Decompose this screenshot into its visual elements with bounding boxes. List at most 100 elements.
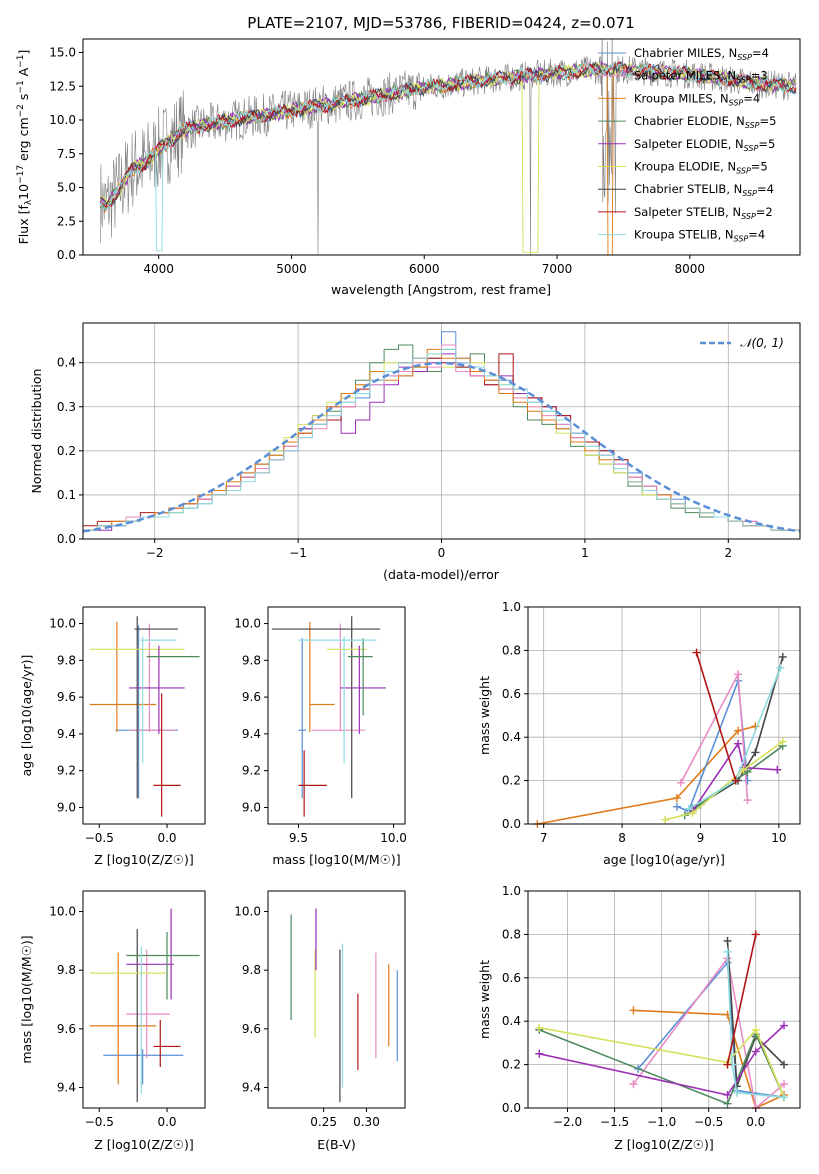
mass-weight-vs-Z-marker xyxy=(723,1090,732,1099)
residual-legend: 𝒩(0, 1) xyxy=(700,336,784,350)
spectrum-xtick-label: 7000 xyxy=(542,262,573,276)
mass-weight-vs-Z-series-3 xyxy=(726,940,785,1087)
mass-weight-vs-Z-marker xyxy=(751,930,760,939)
mass-weight-vs-age-marker xyxy=(672,802,681,811)
mass-weight-vs-age-axes-frame xyxy=(527,606,801,825)
mass-weight-vs-Z-series-4 xyxy=(539,1029,785,1105)
mass-weight-vs-Z-ytick-label: 0.0 xyxy=(502,1101,521,1115)
age-vs-mass-point-7 xyxy=(298,636,377,764)
mass-weight-vs-age-ytick-label: 0.6 xyxy=(502,687,521,701)
mass-vs-Z-point-1 xyxy=(89,952,157,1085)
residual-histogram-7 xyxy=(82,348,800,539)
mass-weight-vs-Z-xtick-label: 0.0 xyxy=(746,1115,765,1129)
residual-xtick-label: 0 xyxy=(438,546,446,560)
mass-vs-Z-point-2 xyxy=(126,949,170,1059)
age-vs-mass-panel: 9.5 10.0 9.0 9.2 9.4 9.6 9.8 10.0 mass [log10(M/… xyxy=(234,606,407,867)
mass-vs-Z-point-6 xyxy=(126,932,200,1000)
mass-weight-vs-Z-marker xyxy=(780,1080,788,1089)
mass-vs-Z-xlabel: Z [log10(Z/Z☉)] xyxy=(94,1137,194,1152)
model-line-8 xyxy=(99,60,797,252)
age-vs-mass-point-8 xyxy=(298,750,327,817)
mass-weight-vs-Z-marker xyxy=(780,1060,788,1069)
age-vs-mass-ytick-label: 9.8 xyxy=(242,653,261,667)
mass-weight-vs-age-ytick-label: 0.2 xyxy=(502,774,521,788)
mass-weight-vs-Z-series-7 xyxy=(726,951,785,1098)
mass-weight-vs-Z-series-5 xyxy=(539,1024,785,1096)
legend-label-0: Chabrier MILES, NSSP=4 xyxy=(634,46,769,62)
mass-vs-Z-ytick-label: 9.6 xyxy=(57,1022,76,1036)
normal-legend-label: 𝒩(0, 1) xyxy=(740,336,784,350)
legend-label-6: Chabrier STELIB, NSSP=4 xyxy=(634,182,774,198)
age-vs-mass-point-2 xyxy=(311,623,366,731)
mass-weight-vs-Z-ytick-label: 0.6 xyxy=(502,971,521,985)
mass-weight-vs-Z-series-8 xyxy=(726,934,757,1065)
mass-vs-EBV-xtick-label: 0.30 xyxy=(353,1115,380,1129)
mass-weight-vs-Z-xtick-label: −2.0 xyxy=(553,1115,582,1129)
mass-weight-vs-Z-ytick-label: 0.8 xyxy=(502,927,521,941)
age-vs-mass-ytick-label: 10.0 xyxy=(234,617,261,631)
mass-weight-vs-age-ytick-label: 0.8 xyxy=(502,643,521,657)
mass-weight-vs-Z-ytick-label: 1.0 xyxy=(502,884,521,898)
age-vs-Z-point-2 xyxy=(89,621,157,733)
legend-label-5: Kroupa ELODIE, NSSP=5 xyxy=(634,160,768,176)
mass-weight-vs-age-marker xyxy=(739,765,748,774)
spectrum-xtick-label: 5000 xyxy=(276,262,307,276)
mass-weight-vs-age-marker xyxy=(684,804,693,813)
mass-weight-vs-Z-panel: −2.0 −1.5 −1.0 −0.5 0.0 0.0 0.2 0.4 0.6 0.8 1.0 Z [… xyxy=(477,884,801,1152)
mass-vs-Z-panel: −0.5 0.0 9.4 9.6 9.8 10.0 Z [log10(Z/Z☉)] mass … xyxy=(19,890,206,1152)
mass-weight-vs-Z-marker xyxy=(723,1060,732,1069)
residual-xtick-label: 2 xyxy=(724,546,732,560)
mass-weight-vs-Z-xtick-label: −1.5 xyxy=(600,1115,629,1129)
mass-weight-vs-Z-marker xyxy=(751,1025,760,1034)
age-vs-Z-panel: −0.5 0.0 9.0 9.2 9.4 9.6 9.8 10.0 Z [log10(Z/Z☉)… xyxy=(19,606,206,867)
mass-vs-Z-point-8 xyxy=(153,1020,181,1067)
age-vs-mass-point-1 xyxy=(309,621,335,733)
mass-vs-EBV-panel: 0.25 0.30 9.4 9.6 9.8 10.0 E(B-V) xyxy=(234,890,406,1152)
spectrum-ytick-label: 0.0 xyxy=(57,248,76,262)
age-vs-Z-xlabel: Z [log10(Z/Z☉)] xyxy=(94,852,194,867)
mass-weight-vs-age-marker xyxy=(661,815,670,824)
mass-weight-vs-age-panel: 7 8 9 10 0.0 0.2 0.4 0.6 0.8 1.0 age [log10(age/yr… xyxy=(477,600,801,867)
age-vs-mass-point-3 xyxy=(271,616,381,799)
mass-weight-vs-Z-marker xyxy=(751,1047,760,1056)
age-vs-Z-ytick-label: 9.4 xyxy=(57,727,76,741)
legend-label-2: Kroupa MILES, NSSP=4 xyxy=(634,91,760,107)
mass-vs-EBV-xtick-label: 0.25 xyxy=(310,1115,337,1129)
mass-weight-vs-age-marker xyxy=(734,726,743,735)
residual-ytick-label: 0.4 xyxy=(57,356,76,370)
age-vs-mass-xtick-label: 10.0 xyxy=(380,831,407,845)
mass-weight-vs-age-marker xyxy=(731,776,740,785)
mass-vs-EBV-ytick-label: 10.0 xyxy=(234,905,261,919)
mass-vs-Z-ytick-label: 10.0 xyxy=(49,905,76,919)
legend-label-4: Salpeter ELODIE, NSSP=5 xyxy=(634,137,775,153)
residual-histogram-6 xyxy=(82,348,800,539)
spectrum-xtick-label: 8000 xyxy=(675,262,706,276)
mass-weight-vs-Z-xlabel: Z [log10(Z/Z☉)] xyxy=(614,1137,714,1152)
mass-weight-vs-age-marker xyxy=(676,778,685,787)
age-vs-Z-axes-frame xyxy=(82,606,206,825)
residual-xtick-label: −1 xyxy=(289,546,307,560)
spectrum-ytick-label: 7.5 xyxy=(57,147,76,161)
residual-xlabel: (data-model)/error xyxy=(383,567,500,582)
mass-vs-EBV-xlabel: E(B-V) xyxy=(317,1137,356,1152)
spectrum-xtick-label: 4000 xyxy=(143,262,174,276)
mass-weight-vs-age-xlabel: age [log10(age/yr)] xyxy=(603,852,725,867)
mass-weight-vs-age-marker xyxy=(692,648,701,657)
mass-weight-vs-age-marker xyxy=(688,809,697,818)
mass-weight-vs-Z-marker xyxy=(535,1023,544,1032)
age-vs-Z-ylabel: age [log10(age/yr)] xyxy=(19,655,34,777)
age-vs-mass-ytick-label: 9.2 xyxy=(242,764,261,778)
mass-weight-vs-Z-marker xyxy=(780,1093,788,1102)
mass-vs-Z-ytick-label: 9.8 xyxy=(57,963,76,977)
age-vs-Z-xtick-label: −0.5 xyxy=(85,831,114,845)
age-vs-Z-ytick-label: 9.0 xyxy=(57,800,76,814)
age-vs-Z-xtick-label: 0.0 xyxy=(157,831,176,845)
mass-weight-vs-Z-xtick-label: −0.5 xyxy=(694,1115,723,1129)
spectrum-xtick-label: 6000 xyxy=(409,262,440,276)
mass-vs-EBV-axes-frame xyxy=(267,890,406,1109)
age-vs-Z-ytick-label: 9.2 xyxy=(57,764,76,778)
mass-weight-vs-age-marker xyxy=(743,796,752,805)
age-vs-mass-ytick-label: 9.4 xyxy=(242,727,261,741)
spectrum-ylabel: Flux [fλ10−17 erg cm−2 s−1 A−1] xyxy=(16,50,34,245)
age-vs-mass-point-0 xyxy=(298,638,307,799)
